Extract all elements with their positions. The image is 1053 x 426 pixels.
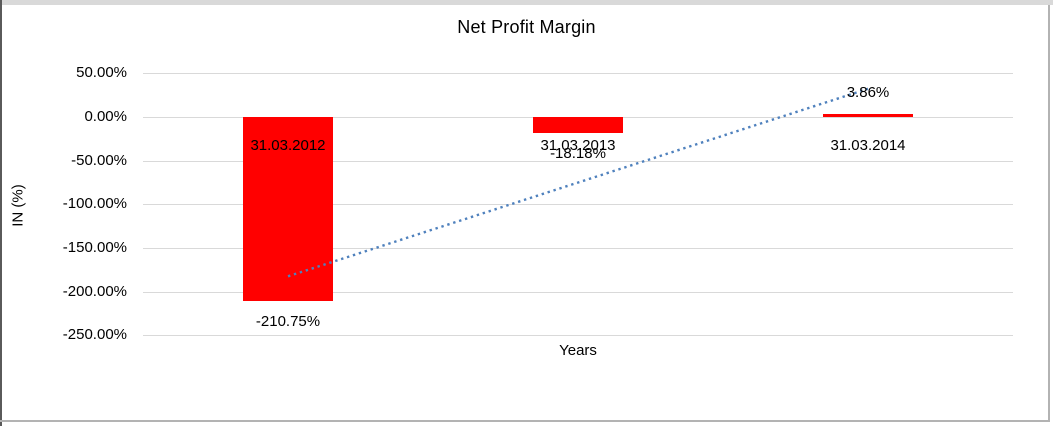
window-border-top — [0, 0, 1053, 5]
y-axis-tick-label: -250.00% — [62, 326, 127, 344]
gridline — [143, 73, 1013, 75]
chart-bar — [533, 117, 623, 133]
value-label: -210.75% — [255, 313, 321, 331]
y-axis-tick-label: -200.00% — [62, 282, 127, 300]
y-axis-tick-label: 0.00% — [84, 107, 127, 125]
window-border-right — [1048, 5, 1050, 421]
y-axis-tick-label: -100.00% — [62, 195, 127, 213]
trendline — [287, 87, 869, 278]
category-label: 31.03.2013 — [540, 137, 616, 155]
category-label: 31.03.2014 — [830, 137, 906, 155]
gridline — [143, 204, 1013, 206]
gridline — [143, 335, 1013, 337]
y-axis-tick-label: -150.00% — [62, 239, 127, 257]
plot-area: 31.03.2012 31.03.2013 31.03.2014 -210.75% -1… — [143, 73, 1013, 337]
gridline — [143, 160, 1013, 162]
x-axis-title: Years — [559, 342, 597, 359]
category-label: 31.03.2012 — [250, 137, 326, 155]
y-axis-tick-label: 50.00% — [76, 64, 127, 82]
chart-title: Net Profit Margin — [457, 17, 596, 37]
value-label: 3.86% — [846, 83, 890, 101]
chart-bar — [823, 113, 913, 117]
chart-bar — [243, 117, 333, 302]
value-label: -18.18% — [550, 144, 606, 162]
gridline — [143, 291, 1013, 293]
y-axis-tick-label: -50.00% — [71, 151, 127, 169]
window-border-left — [0, 0, 2, 426]
gridline — [143, 248, 1013, 249]
window-border-bottom — [0, 420, 1050, 422]
